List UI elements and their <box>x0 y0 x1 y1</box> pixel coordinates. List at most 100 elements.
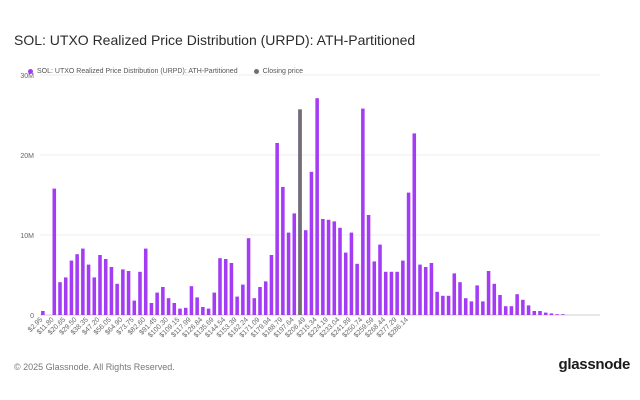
urpd-bar <box>463 298 468 315</box>
urpd-bar <box>498 295 502 315</box>
urpd-bar <box>435 291 439 315</box>
y-tick-label: 10M <box>20 233 34 240</box>
urpd-bar <box>441 295 445 315</box>
urpd-bar <box>349 232 354 315</box>
urpd-bar <box>92 277 97 315</box>
urpd-bar <box>475 285 479 315</box>
urpd-bar <box>378 244 382 315</box>
urpd-bar <box>372 261 377 315</box>
urpd-bar <box>258 287 262 315</box>
urpd-bar <box>235 296 239 315</box>
urpd-bar <box>355 263 359 315</box>
urpd-bar <box>218 258 222 315</box>
page-title: SOL: UTXO Realized Price Distribution (U… <box>14 32 416 48</box>
urpd-bar <box>281 187 285 315</box>
urpd-bar <box>126 271 131 315</box>
urpd-bar <box>423 267 428 315</box>
urpd-bar <box>561 314 565 315</box>
urpd-bar <box>321 219 325 315</box>
legend-dot-urpd <box>28 69 33 74</box>
urpd-bar <box>206 308 211 315</box>
chart-legend: SOL: UTXO Realized Price Distribution (U… <box>28 68 303 75</box>
urpd-bar <box>121 269 125 315</box>
urpd-bar <box>63 277 68 315</box>
urpd-bar <box>538 311 542 315</box>
urpd-bar <box>195 297 199 315</box>
urpd-bar <box>189 286 194 315</box>
urpd-bar <box>469 301 474 315</box>
urpd-bar <box>252 298 257 315</box>
urpd-bar <box>98 255 102 315</box>
legend-label-urpd: SOL: UTXO Realized Price Distribution (U… <box>37 68 238 75</box>
urpd-bar <box>446 295 451 315</box>
urpd-bar <box>543 312 548 315</box>
urpd-bar <box>412 133 417 315</box>
urpd-bar <box>161 287 165 315</box>
urpd-bar <box>395 271 399 315</box>
urpd-bar <box>286 232 291 315</box>
urpd-bar <box>183 307 188 315</box>
urpd-bar <box>81 248 85 315</box>
urpd-bar <box>486 271 491 315</box>
urpd-bar <box>86 264 91 315</box>
y-tick-label: 30M <box>20 73 34 80</box>
copyright-text: © 2025 Glassnode. All Rights Reserved. <box>14 362 175 372</box>
urpd-bar <box>138 271 142 315</box>
y-tick-label: 0 <box>30 313 34 320</box>
urpd-bar <box>521 299 525 315</box>
urpd-bar <box>69 260 74 315</box>
urpd-bar <box>503 306 508 315</box>
urpd-bar <box>263 281 268 315</box>
urpd-bar <box>109 267 114 315</box>
urpd-bar <box>406 192 411 315</box>
urpd-bar <box>383 271 388 315</box>
urpd-bar <box>223 259 228 315</box>
urpd-bar <box>361 108 365 315</box>
urpd-bar <box>41 311 45 315</box>
urpd-bar <box>103 259 108 315</box>
urpd-bar <box>292 213 297 315</box>
urpd-bar <box>229 263 234 315</box>
urpd-bar <box>309 171 314 315</box>
urpd-bar <box>549 313 554 315</box>
urpd-bar <box>526 305 531 315</box>
urpd-bar <box>515 294 519 315</box>
urpd-bar <box>389 271 394 315</box>
urpd-bar <box>509 306 514 315</box>
urpd-bar <box>275 143 279 315</box>
urpd-bar <box>241 284 245 315</box>
legend-item-closing-price[interactable]: Closing price <box>253 68 304 75</box>
urpd-bar <box>343 252 348 315</box>
urpd-bar <box>332 221 337 315</box>
urpd-bar <box>303 230 308 315</box>
urpd-bar <box>269 255 274 315</box>
urpd-bar <box>149 303 154 315</box>
urpd-bar <box>178 308 182 315</box>
urpd-bar <box>155 292 159 315</box>
urpd-bar <box>481 301 485 315</box>
legend-item-urpd[interactable]: SOL: UTXO Realized Price Distribution (U… <box>28 68 238 75</box>
urpd-bar <box>246 238 251 315</box>
legend-label-closing-price: Closing price <box>262 68 304 75</box>
urpd-bar <box>212 292 217 315</box>
urpd-bar <box>166 298 171 315</box>
urpd-bar <box>338 227 342 315</box>
urpd-bar <box>458 282 462 315</box>
urpd-bar <box>555 314 559 315</box>
urpd-bar <box>401 260 405 315</box>
urpd-bar <box>75 254 79 315</box>
urpd-bar <box>132 300 137 315</box>
urpd-bar <box>143 248 148 315</box>
urpd-bar <box>326 219 331 315</box>
urpd-bar <box>532 311 537 315</box>
urpd-bar <box>418 264 422 315</box>
urpd-bar <box>452 273 457 315</box>
urpd-bar <box>315 98 319 315</box>
urpd-bar <box>115 283 119 315</box>
urpd-bar <box>366 215 371 315</box>
urpd-bar <box>172 303 177 315</box>
glassnode-logo: glassnode <box>558 356 631 373</box>
urpd-bar <box>52 188 57 315</box>
urpd-bar <box>429 263 434 315</box>
